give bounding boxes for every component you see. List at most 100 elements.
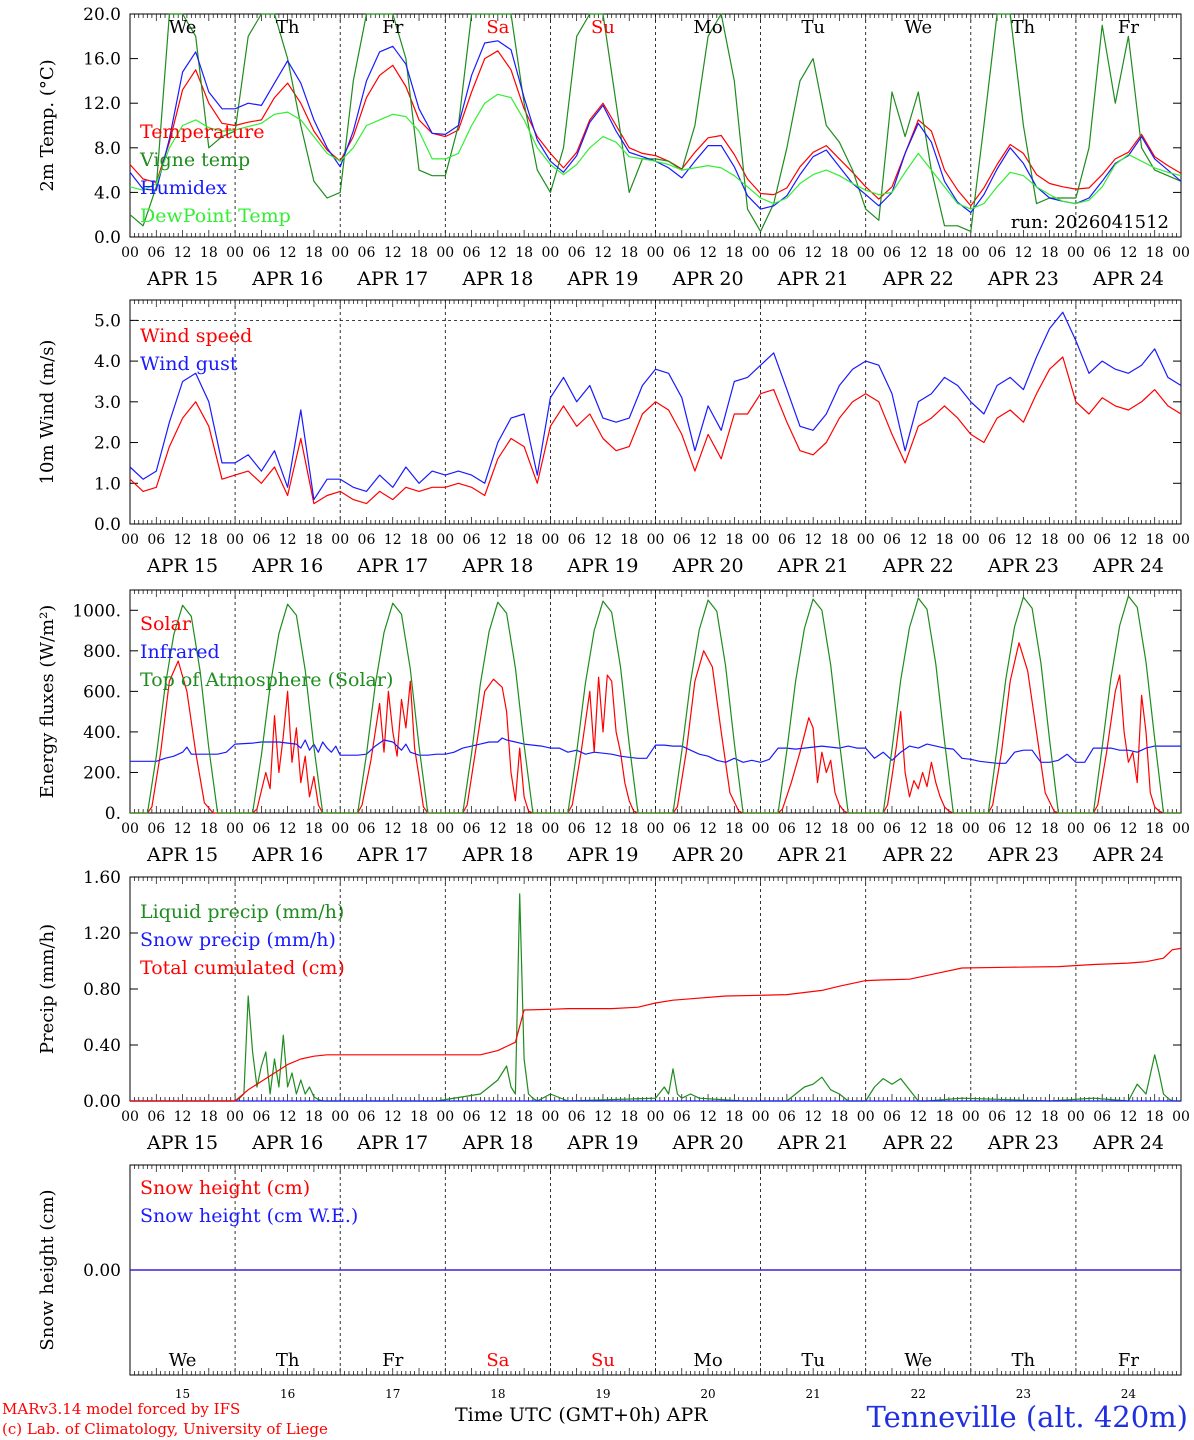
x-hour-label: 06 <box>568 245 586 261</box>
x-hour-label: 18 <box>200 1109 218 1125</box>
x-hour-label: 12 <box>1120 245 1138 261</box>
x-hour-label: 12 <box>804 245 822 261</box>
x-hour-label: 06 <box>147 821 165 837</box>
x-hour-label: 12 <box>174 1109 192 1125</box>
weekday-label: We <box>169 1350 197 1371</box>
x-hour-label: 18 <box>410 821 428 837</box>
x-hour-label: 12 <box>594 532 612 548</box>
x-hour-label: 00 <box>436 1109 454 1125</box>
panel-energy: 0. 200. 400. 600. 800. 1000. Energy fluxes (W/… <box>37 589 1190 866</box>
x-hour-label: 00 <box>121 245 139 261</box>
weekday-label: Fr <box>382 17 403 38</box>
x-hour-label: 06 <box>1093 245 1111 261</box>
series-line <box>130 595 1181 814</box>
x-hour-label: 12 <box>699 1109 717 1125</box>
x-day-label: APR 15 <box>146 844 218 866</box>
panel-temperature: 0.0 4.0 8.0 12.0 16.0 20.0 2m Temp. (°C) Temper… <box>37 5 1190 290</box>
x-hour-label: 00 <box>541 532 559 548</box>
series-line <box>130 947 1182 1102</box>
legend-entry: Vigne temp <box>139 149 250 171</box>
x-hour-label: 06 <box>883 245 901 261</box>
x-day-label: APR 15 <box>146 1132 218 1154</box>
x-hour-label: 18 <box>1041 1109 1059 1125</box>
x-hour-label: 06 <box>463 821 481 837</box>
x-day-label: APR 19 <box>566 268 638 290</box>
x-hour-label: 18 <box>620 821 638 837</box>
y-tick-label: 4.0 <box>94 183 121 203</box>
weekday-label: We <box>904 17 932 38</box>
x-axis-month: APR <box>666 1404 708 1426</box>
x-hour-label: 06 <box>568 532 586 548</box>
x-day-label: APR 16 <box>251 1132 323 1154</box>
y-axis-label: 2m Temp. (°C) <box>37 59 58 191</box>
legend-entry: Wind speed <box>140 325 252 347</box>
y-tick-label: 0.0 <box>94 515 121 535</box>
day-number-label: 18 <box>490 1387 505 1401</box>
y-tick-label: 800. <box>83 642 121 662</box>
x-hour-label: 00 <box>647 821 665 837</box>
y-tick-label: 1.0 <box>94 474 121 494</box>
y-tick-label: 20.0 <box>83 5 121 25</box>
x-hour-label: 18 <box>725 532 743 548</box>
x-hour-label: 00 <box>1067 1109 1085 1125</box>
x-day-label: APR 23 <box>987 1132 1059 1154</box>
x-hour-label: 12 <box>279 245 297 261</box>
x-hour-label: 18 <box>1041 821 1059 837</box>
weekday-label: Sa <box>486 1350 509 1371</box>
x-hour-label: 00 <box>857 1109 875 1125</box>
x-hour-label: 12 <box>699 821 717 837</box>
x-hour-label: 18 <box>831 532 849 548</box>
x-day-label: APR 20 <box>672 555 744 577</box>
y-axis-label: Snow height (cm) <box>37 1189 58 1350</box>
x-hour-label: 12 <box>489 821 507 837</box>
x-hour-label: 12 <box>804 821 822 837</box>
x-hour-label: 00 <box>1172 245 1190 261</box>
weekday-label: Tu <box>801 1350 825 1371</box>
weekday-label: Su <box>591 17 615 38</box>
y-tick-label: 5.0 <box>94 311 121 331</box>
x-hour-label: 18 <box>515 821 533 837</box>
x-hour-label: 18 <box>620 532 638 548</box>
x-hour-label: 06 <box>673 1109 691 1125</box>
weekday-label: Su <box>591 1350 615 1371</box>
x-hour-label: 12 <box>174 532 192 548</box>
x-hour-label: 12 <box>489 532 507 548</box>
x-hour-label: 18 <box>410 532 428 548</box>
x-hour-label: 12 <box>489 245 507 261</box>
x-day-label: APR 24 <box>1092 1132 1164 1154</box>
x-hour-label: 00 <box>121 532 139 548</box>
x-hour-label: 18 <box>1146 532 1164 548</box>
run-annotation: run: 2026041512 <box>1011 212 1169 233</box>
x-hour-label: 12 <box>594 821 612 837</box>
station-name: Tenneville (alt. 420m) <box>866 1400 1189 1434</box>
x-hour-label: 18 <box>305 821 323 837</box>
x-hour-label: 18 <box>515 1109 533 1125</box>
x-hour-label: 18 <box>1146 245 1164 261</box>
legend-entry: Humidex <box>140 177 227 199</box>
x-hour-label: 18 <box>305 1109 323 1125</box>
x-hour-label: 12 <box>1014 532 1032 548</box>
weekday-label: Th <box>1012 1350 1036 1371</box>
x-hour-label: 00 <box>752 245 770 261</box>
legend-entry: Total cumulated (cm) <box>140 957 345 979</box>
x-day-label: APR 23 <box>987 268 1059 290</box>
y-tick-label: 4.0 <box>94 352 121 372</box>
x-day-label: APR 22 <box>882 844 954 866</box>
x-hour-label: 06 <box>673 532 691 548</box>
x-day-label: APR 24 <box>1092 268 1164 290</box>
x-hour-label: 06 <box>463 245 481 261</box>
x-hour-label: 00 <box>331 532 349 548</box>
x-day-label: APR 22 <box>882 555 954 577</box>
x-hour-label: 12 <box>909 245 927 261</box>
x-hour-label: 06 <box>1093 821 1111 837</box>
y-tick-label: 0.40 <box>83 1036 121 1056</box>
x-hour-label: 18 <box>1146 1109 1164 1125</box>
x-day-label: APR 16 <box>251 555 323 577</box>
x-hour-label: 12 <box>1120 1109 1138 1125</box>
x-hour-label: 00 <box>857 245 875 261</box>
x-day-label: APR 18 <box>461 844 533 866</box>
weekday-label: Mo <box>693 17 722 38</box>
x-hour-label: 12 <box>384 821 402 837</box>
y-tick-label: 8.0 <box>94 139 121 159</box>
x-hour-label: 06 <box>988 821 1006 837</box>
